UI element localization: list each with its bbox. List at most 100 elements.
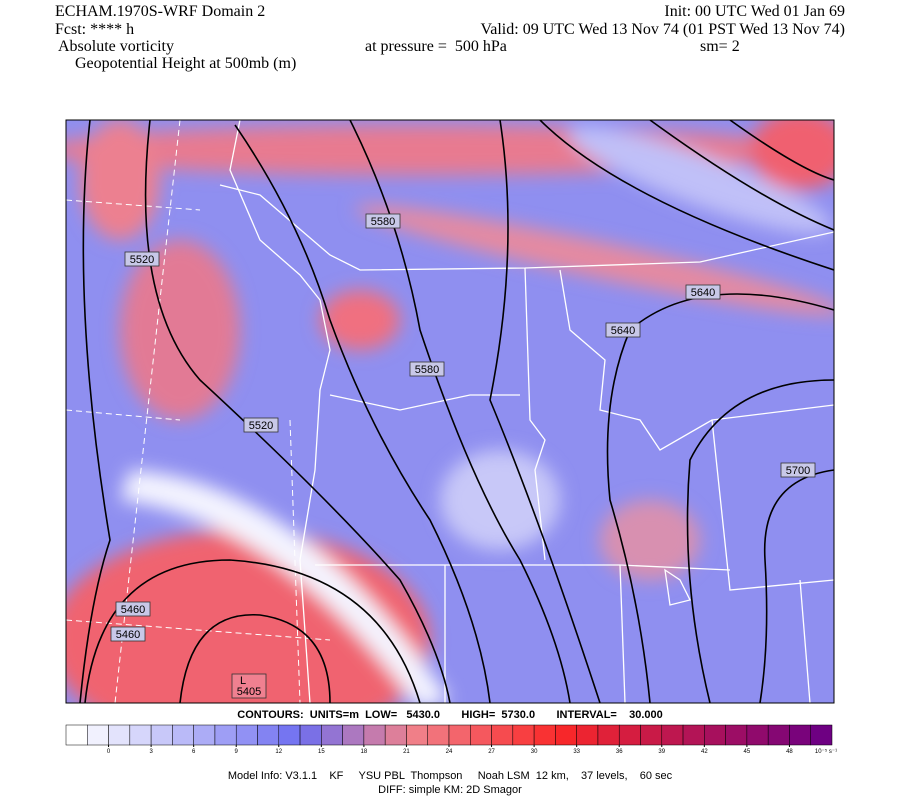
colorbar-box bbox=[129, 724, 152, 746]
parallel bbox=[66, 199, 201, 211]
colorbar-label: 30 bbox=[531, 749, 538, 755]
colorbar-label: 27 bbox=[488, 749, 495, 755]
boundary bbox=[619, 564, 626, 703]
parallel bbox=[66, 619, 331, 641]
smoothing: sm= 2 bbox=[700, 38, 740, 55]
boundaries bbox=[219, 120, 834, 703]
contour-label: 5580 bbox=[371, 216, 395, 228]
init-time: Init: 00 UTC Wed 01 Jan 69 bbox=[664, 3, 845, 20]
contour bbox=[84, 559, 421, 703]
colorbar-box bbox=[576, 724, 599, 746]
colorbar-label: 33 bbox=[573, 749, 580, 755]
boundary bbox=[219, 184, 834, 271]
low-marker: L bbox=[240, 675, 246, 687]
colorbar-label: 21 bbox=[403, 749, 410, 755]
colorbar-label: 18 bbox=[361, 749, 368, 755]
contour bbox=[79, 120, 111, 703]
label-box bbox=[115, 601, 151, 617]
label-box bbox=[409, 361, 445, 377]
colorbar-box bbox=[470, 724, 492, 746]
boundary bbox=[524, 267, 546, 561]
colorbar-box bbox=[108, 724, 131, 746]
colorbar-box bbox=[448, 724, 471, 746]
colorbar-box bbox=[321, 724, 343, 746]
contour-label: 5520 bbox=[130, 254, 154, 266]
coastline bbox=[229, 120, 331, 703]
colorbar-box bbox=[725, 724, 748, 746]
colorbar-label: 48 bbox=[786, 749, 793, 755]
field-name: Absolute vorticity bbox=[58, 38, 174, 55]
colorbar-box bbox=[363, 724, 386, 746]
colorbar-box bbox=[257, 724, 280, 746]
colorbar-box bbox=[193, 724, 216, 746]
map-frame bbox=[65, 119, 835, 704]
colorbar-box bbox=[491, 724, 514, 746]
colorbar-label: 36 bbox=[616, 749, 623, 755]
colorbar-box bbox=[384, 724, 407, 746]
label-box bbox=[685, 284, 721, 300]
contour bbox=[759, 469, 834, 703]
map bbox=[66, 120, 834, 703]
contour bbox=[686, 379, 834, 703]
contour bbox=[179, 614, 331, 703]
boundary bbox=[799, 579, 811, 703]
colorbar-label: 42 bbox=[701, 749, 708, 755]
colorbar-box bbox=[746, 724, 769, 746]
contour bbox=[729, 120, 834, 181]
label-box bbox=[110, 626, 146, 642]
lake bbox=[664, 568, 691, 606]
colorbar-box bbox=[682, 724, 705, 746]
colorbar-label: 12 bbox=[275, 749, 282, 755]
field-blob bbox=[320, 290, 400, 350]
colorbar-box bbox=[65, 724, 88, 746]
colorbar-label: 3 bbox=[149, 749, 153, 755]
colorbar-label: 0 bbox=[107, 749, 111, 755]
colorbar-label: 9 bbox=[235, 749, 239, 755]
field-blob bbox=[440, 450, 560, 550]
label-box bbox=[124, 251, 160, 267]
colorbar-box bbox=[618, 724, 641, 746]
field-blob bbox=[750, 120, 834, 190]
colorbar-label: 15 bbox=[318, 749, 325, 755]
colorbar: 0 3 6 9 12 15 18 21 24 27 30 33 36 39 42 45 48 10⁻⁵ s⁻¹ bbox=[65, 724, 837, 755]
contour bbox=[649, 120, 834, 231]
lat-lon-lines bbox=[66, 120, 331, 703]
label-box bbox=[243, 417, 279, 433]
contour-label: 5700 bbox=[786, 465, 810, 477]
colorbar-box bbox=[299, 724, 322, 746]
field-blob bbox=[80, 120, 160, 240]
boundary bbox=[315, 564, 731, 571]
title: ECHAM.1970S-WRF Domain 2 bbox=[55, 3, 265, 20]
colorbar-box bbox=[427, 724, 450, 746]
colorbar-box bbox=[555, 724, 577, 746]
pressure-level: at pressure = 500 hPa bbox=[365, 38, 507, 55]
colorbar-label: 39 bbox=[658, 749, 665, 755]
colorbar-box bbox=[533, 724, 556, 746]
label-box bbox=[605, 322, 641, 338]
label-box bbox=[365, 213, 401, 229]
field-blob bbox=[120, 470, 450, 703]
colorbar-box bbox=[214, 724, 237, 746]
contour bbox=[489, 120, 601, 703]
colorbar-units: 10⁻⁵ s⁻¹ bbox=[815, 748, 837, 755]
contour-label: 5580 bbox=[415, 364, 439, 376]
contour-label: 5460 bbox=[116, 629, 140, 641]
contour bbox=[234, 124, 491, 703]
colorbar-box bbox=[150, 724, 173, 746]
colorbar-box bbox=[406, 724, 428, 746]
colorbar-box bbox=[789, 724, 811, 746]
meridian bbox=[114, 120, 181, 703]
colorbar-box bbox=[342, 724, 365, 746]
label-box bbox=[231, 673, 267, 699]
contour-label: 5520 bbox=[249, 420, 273, 432]
boundary bbox=[711, 419, 834, 591]
valid-time: Valid: 09 UTC Wed 13 Nov 74 (01 PST Wed … bbox=[480, 21, 845, 38]
field-blob bbox=[120, 240, 240, 420]
parallel bbox=[66, 409, 181, 421]
colorbar-box bbox=[87, 724, 109, 746]
forecast: Fcst: **** h bbox=[55, 21, 134, 38]
field-blob bbox=[355, 205, 834, 315]
